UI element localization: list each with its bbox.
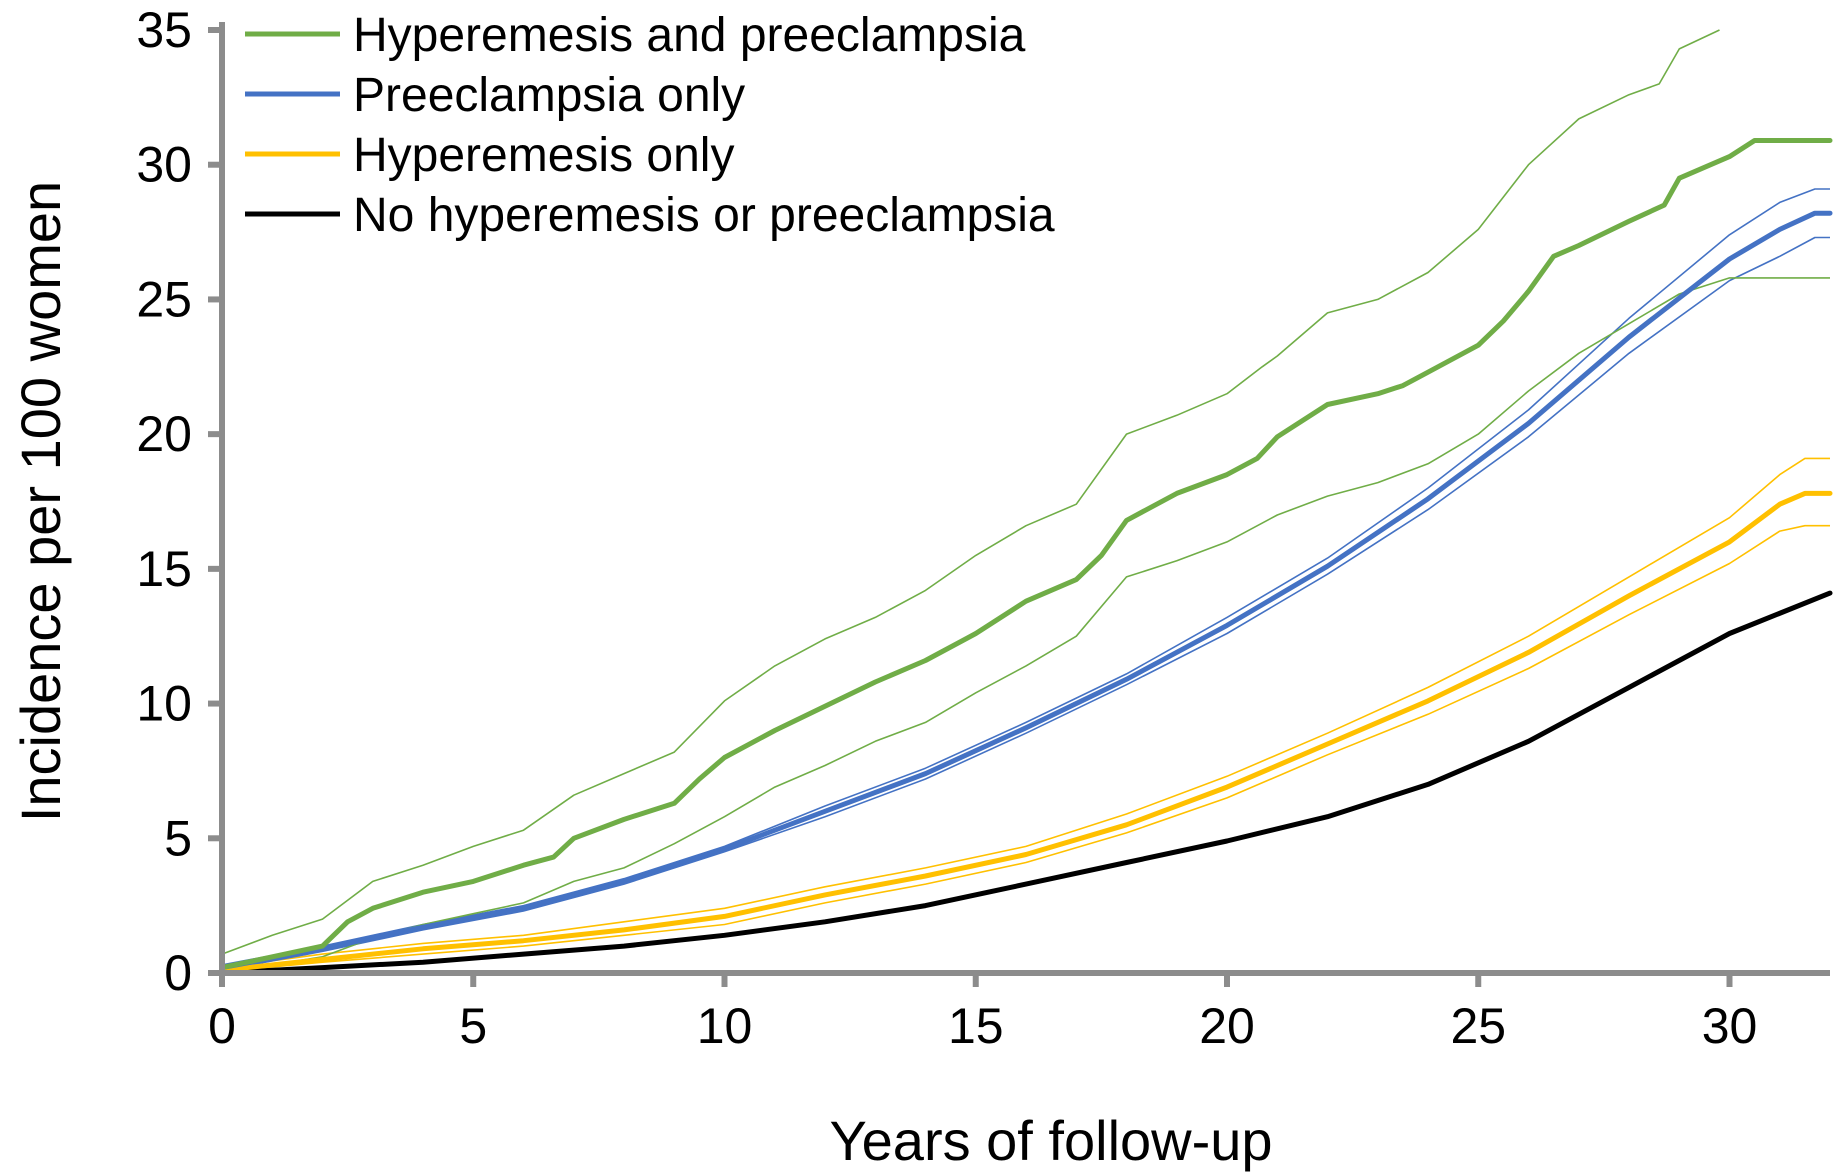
- x-tick-label: 15: [948, 998, 1004, 1054]
- x-tick-label: 10: [697, 998, 753, 1054]
- x-axis-title: Years of follow-up: [829, 1109, 1272, 1172]
- x-tick-label: 25: [1450, 998, 1506, 1054]
- ci-upper-line: [221, 29, 1720, 955]
- ci-lower-line: [221, 277, 1830, 972]
- legend-label: Preeclampsia only: [353, 69, 745, 122]
- axes: [219, 22, 1830, 976]
- x-tick-label: 0: [208, 998, 236, 1054]
- x-tick-label: 5: [459, 998, 487, 1054]
- y-tick-label: 5: [164, 810, 192, 866]
- series-lines: [219, 138, 1833, 976]
- ci-upper-line: [221, 457, 1830, 969]
- series-line: [219, 210, 1833, 971]
- axis-ticks: 0 5 10 15 20 25 30 35 0 5 10 15 20 25 30: [136, 2, 1757, 1054]
- series-line: [219, 590, 1833, 976]
- ci-lower-line: [221, 236, 1830, 972]
- y-tick-label: 10: [136, 676, 192, 732]
- legend: Hyperemesis and preeclampsia Preeclampsia…: [245, 9, 1055, 242]
- ci-upper-line: [221, 188, 1830, 966]
- series-line: [219, 138, 1833, 971]
- y-tick-label: 15: [136, 541, 192, 597]
- legend-label: Hyperemesis only: [353, 129, 734, 182]
- y-tick-label: 25: [136, 271, 192, 327]
- y-tick-label: 20: [136, 406, 192, 462]
- y-tick-label: 0: [164, 945, 192, 1001]
- y-axis-title: Incidence per 100 women: [9, 181, 72, 822]
- series-line: [219, 490, 1833, 973]
- ci-lower-line: [221, 524, 1830, 973]
- y-tick-label: 35: [136, 2, 192, 58]
- x-tick-label: 30: [1702, 998, 1758, 1054]
- x-tick-label: 20: [1199, 998, 1255, 1054]
- y-tick-label: 30: [136, 137, 192, 193]
- legend-label: No hyperemesis or preeclampsia: [353, 189, 1055, 242]
- legend-label: Hyperemesis and preeclampsia: [353, 9, 1026, 62]
- confidence-bands: [221, 29, 1830, 973]
